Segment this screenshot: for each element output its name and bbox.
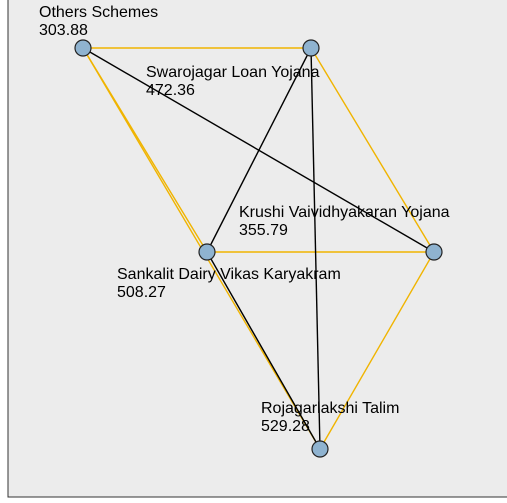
node-value: 303.88: [39, 22, 88, 39]
node-value: 355.79: [239, 222, 288, 239]
edge: [206, 251, 321, 450]
node-label: Sankalit Dairy Vikas Karyakram: [117, 266, 341, 283]
node-label: Rojagarlakshi Talim: [261, 400, 399, 417]
plot-frame: [7, 0, 507, 498]
edge: [310, 47, 321, 450]
node-label: Swarojagar Loan Yojana: [146, 64, 320, 81]
edge: [206, 47, 312, 253]
node: [74, 39, 92, 57]
node: [311, 440, 329, 458]
node: [302, 39, 320, 57]
node: [425, 243, 443, 261]
node-value: 529.28: [261, 418, 310, 435]
node-label: Others Schemes: [39, 4, 158, 21]
labels: Others Schemes 303.88 Swarojagar Loan Yo…: [39, 4, 450, 435]
node-value: 472.36: [146, 82, 195, 99]
node-value: 508.27: [117, 284, 166, 301]
node-label: Krushi Vaividhyakaran Yojana: [239, 204, 450, 221]
nodes: [74, 39, 443, 458]
edge: [319, 251, 435, 450]
edge: [310, 47, 435, 253]
node: [198, 243, 216, 261]
